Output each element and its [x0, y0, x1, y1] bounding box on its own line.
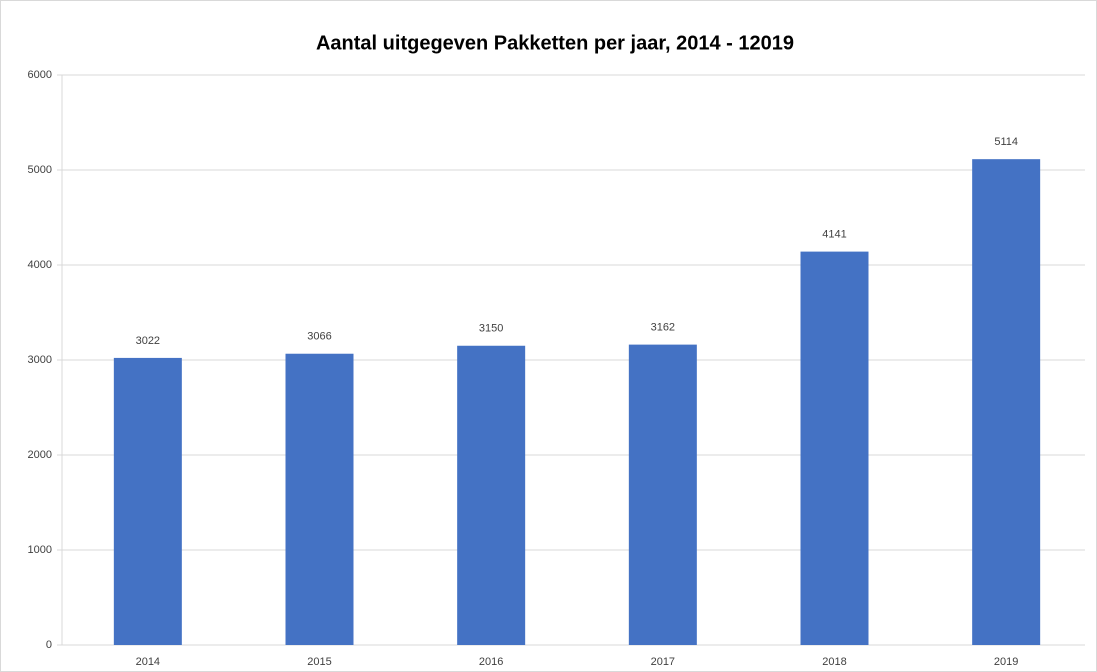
y-tick-label: 2000 — [28, 449, 52, 461]
bar — [457, 345, 526, 645]
x-tick-label: 2017 — [651, 656, 675, 668]
y-tick-label: 3000 — [28, 354, 52, 366]
y-tick-label: 6000 — [28, 69, 52, 81]
y-tick-label: 4000 — [28, 259, 52, 271]
bar — [113, 357, 182, 645]
bar — [800, 251, 869, 646]
x-tick-label: 2019 — [994, 656, 1018, 668]
y-tick-label: 1000 — [28, 544, 52, 556]
bar — [972, 159, 1041, 646]
value-label: 4141 — [822, 229, 846, 241]
value-label: 5114 — [994, 136, 1018, 148]
bar — [285, 353, 354, 645]
value-label: 3022 — [136, 335, 160, 347]
y-tick-label: 5000 — [28, 164, 52, 176]
value-label: 3066 — [307, 331, 331, 343]
x-tick-label: 2014 — [136, 656, 160, 668]
x-tick-label: 2018 — [822, 656, 846, 668]
value-label: 3162 — [651, 322, 675, 334]
value-label: 3150 — [479, 323, 503, 335]
bar — [628, 344, 697, 645]
y-tick-label: 0 — [46, 639, 52, 651]
chart-title: Aantal uitgegeven Pakketten per jaar, 20… — [316, 32, 794, 54]
x-tick-label: 2015 — [307, 656, 331, 668]
x-tick-label: 2016 — [479, 656, 503, 668]
